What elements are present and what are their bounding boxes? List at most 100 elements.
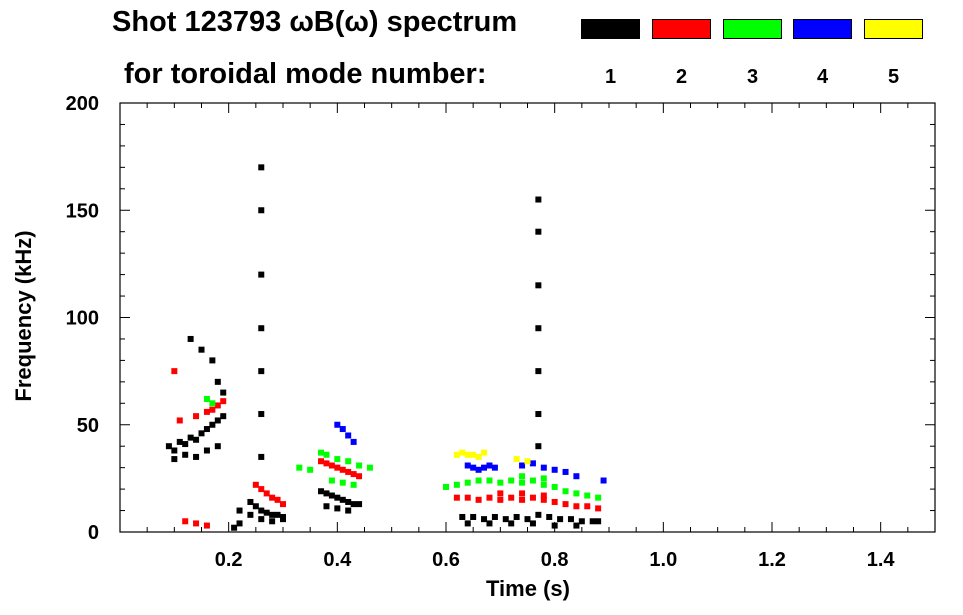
series-mode-5 xyxy=(453,449,531,465)
x-tick-label: 0.8 xyxy=(541,549,569,571)
data-point xyxy=(464,494,471,501)
data-point xyxy=(573,490,580,497)
data-point xyxy=(258,486,265,493)
legend-label-mode-3: 3 xyxy=(746,66,759,88)
data-point xyxy=(345,498,352,505)
data-point xyxy=(584,492,591,499)
legend-swatch-mode-1 xyxy=(581,19,640,39)
legend-label-mode-4: 4 xyxy=(816,66,829,88)
data-point xyxy=(366,464,373,471)
data-point xyxy=(258,271,265,278)
axis-labels: Time (s) Frequency (kHz) xyxy=(11,230,570,601)
data-point xyxy=(502,516,509,523)
data-point xyxy=(280,516,286,523)
legend-swatch-mode-3 xyxy=(723,19,782,39)
data-point xyxy=(318,488,325,495)
data-point xyxy=(171,447,178,454)
data-point xyxy=(475,453,482,460)
data-point xyxy=(198,430,205,437)
data-point xyxy=(350,501,357,508)
data-point xyxy=(220,389,227,396)
data-point xyxy=(475,477,482,484)
data-point xyxy=(258,516,265,523)
data-point xyxy=(519,490,526,497)
data-point xyxy=(345,507,352,514)
data-point xyxy=(508,494,515,501)
series-mode-4 xyxy=(334,421,607,484)
data-point xyxy=(182,451,189,458)
data-point xyxy=(258,164,265,171)
data-point xyxy=(269,518,276,525)
data-point xyxy=(339,466,346,473)
plot-frame xyxy=(119,102,936,533)
data-point xyxy=(464,520,471,527)
data-point xyxy=(573,522,580,529)
data-point xyxy=(345,432,352,439)
data-point xyxy=(258,325,265,332)
data-point xyxy=(334,464,341,471)
data-point xyxy=(491,464,498,471)
legend-label-mode-2: 2 xyxy=(675,66,688,88)
data-point xyxy=(323,503,330,510)
data-point xyxy=(350,471,357,478)
data-point xyxy=(486,494,493,501)
series-mode-2 xyxy=(171,368,602,529)
data-point xyxy=(214,402,221,409)
data-point xyxy=(274,496,281,503)
data-point xyxy=(475,466,482,473)
data-point xyxy=(453,451,460,458)
data-point xyxy=(562,501,569,508)
data-point xyxy=(513,513,520,520)
data-point xyxy=(193,520,200,527)
data-point xyxy=(334,421,341,428)
data-point xyxy=(464,451,471,458)
data-point xyxy=(318,449,325,456)
data-point xyxy=(214,378,221,385)
data-point xyxy=(595,494,602,501)
data-point xyxy=(524,516,531,523)
data-point xyxy=(584,503,591,510)
data-point xyxy=(203,522,210,529)
data-point xyxy=(529,494,536,501)
data-point xyxy=(600,477,607,484)
data-point xyxy=(258,411,265,418)
series-mode-3 xyxy=(203,396,602,501)
data-point xyxy=(339,426,346,433)
data-point xyxy=(453,481,460,488)
data-point xyxy=(231,524,238,531)
y-axis-label: Frequency (kHz) xyxy=(11,230,36,401)
data-point xyxy=(562,488,569,495)
data-point xyxy=(236,520,243,527)
data-point xyxy=(334,505,341,512)
data-point xyxy=(209,421,216,428)
data-point xyxy=(524,458,531,465)
data-point xyxy=(220,398,227,405)
data-point xyxy=(535,411,542,418)
data-point xyxy=(519,473,526,480)
data-point xyxy=(269,511,276,518)
data-point xyxy=(535,196,542,203)
data-point xyxy=(193,453,200,460)
data-point xyxy=(551,522,558,529)
data-point xyxy=(464,462,471,469)
spectrum-marks xyxy=(165,164,607,531)
legend-swatch-mode-4 xyxy=(793,19,852,39)
data-point xyxy=(263,490,270,497)
data-point xyxy=(481,449,488,456)
series-mode-1 xyxy=(165,164,602,531)
data-point xyxy=(252,481,259,488)
data-point xyxy=(551,466,558,473)
data-point xyxy=(165,443,172,450)
data-point xyxy=(475,496,482,503)
data-point xyxy=(540,475,547,482)
data-point xyxy=(339,496,346,503)
data-point xyxy=(274,511,281,518)
data-point xyxy=(535,282,542,289)
data-point xyxy=(345,468,352,475)
data-point xyxy=(464,479,471,486)
data-point xyxy=(481,516,488,523)
data-point xyxy=(595,505,602,512)
data-point xyxy=(508,477,515,484)
data-point xyxy=(203,408,210,415)
chart-title-line1: Shot 123793 ωB(ω) spectrum xyxy=(112,6,518,38)
